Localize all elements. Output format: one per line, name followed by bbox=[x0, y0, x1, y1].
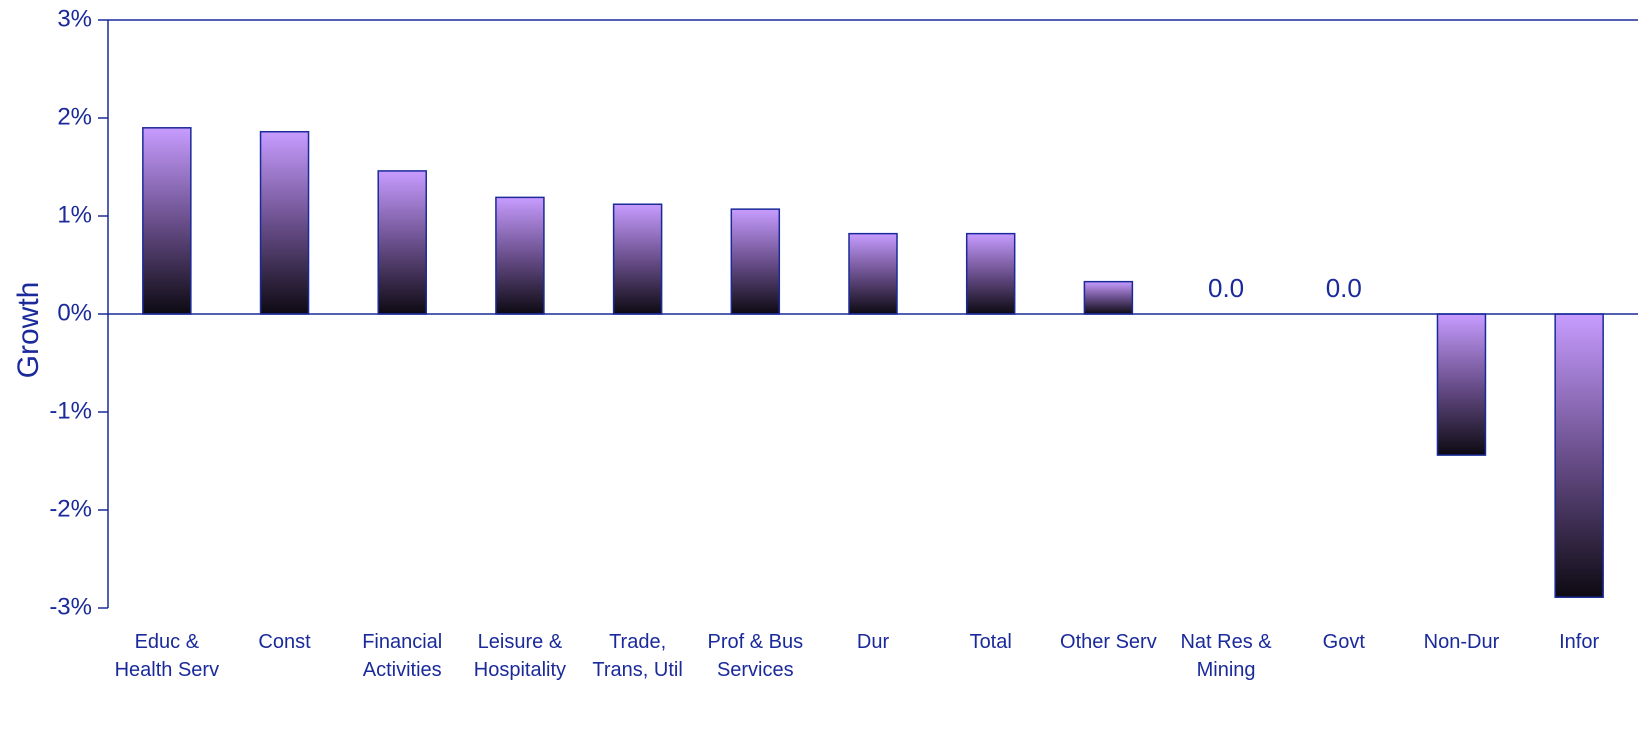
bar bbox=[1436, 313, 1487, 456]
x-tick-label: Other Serv bbox=[1060, 631, 1157, 653]
x-tick-label: Const bbox=[258, 631, 311, 653]
y-tick-label: -3% bbox=[49, 593, 92, 620]
value-label: 0.0 bbox=[1326, 273, 1362, 303]
x-tick-label: Prof & Bus Services bbox=[707, 631, 804, 681]
x-tick-label: Govt bbox=[1322, 631, 1365, 653]
y-axis-label: Growth bbox=[12, 282, 45, 379]
value-label: 0.0 bbox=[1208, 273, 1244, 303]
bar bbox=[377, 170, 427, 315]
x-tick-label: Total bbox=[969, 631, 1012, 653]
y-tick-label: -2% bbox=[49, 495, 92, 522]
y-tick-label: 1% bbox=[57, 201, 92, 228]
bar bbox=[142, 127, 192, 315]
x-tick-label: Infor bbox=[1559, 631, 1600, 653]
x-tick-label: Non-Dur bbox=[1423, 631, 1500, 653]
x-tick-label: Nat Res & Mining bbox=[1180, 631, 1272, 681]
y-tick-label: 0% bbox=[57, 299, 92, 326]
y-tick-label: 3% bbox=[57, 5, 92, 32]
bar bbox=[1554, 313, 1604, 598]
x-tick-label: Financial Activities bbox=[362, 631, 443, 681]
bar bbox=[730, 208, 781, 315]
bar bbox=[1083, 280, 1134, 315]
y-tick-label: -1% bbox=[49, 397, 92, 424]
y-tick-label: 2% bbox=[57, 103, 92, 130]
bar bbox=[495, 196, 545, 315]
bar bbox=[259, 130, 310, 315]
x-tick-label: Educ & Health Serv bbox=[114, 631, 220, 681]
x-tick-label: Dur bbox=[856, 631, 890, 653]
bar bbox=[848, 232, 898, 315]
x-tick-label: Trade, Trans, Util bbox=[592, 631, 683, 681]
bar bbox=[965, 232, 1016, 315]
bar bbox=[612, 203, 663, 315]
x-tick-label: Leisure & Hospitality bbox=[473, 631, 567, 681]
